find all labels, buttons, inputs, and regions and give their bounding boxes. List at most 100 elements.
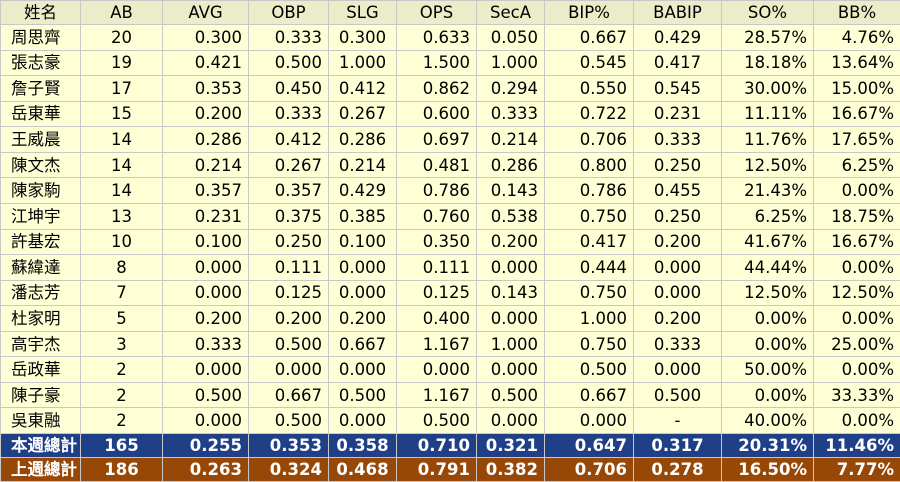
cell-slg: 0.429	[328, 177, 397, 204]
cell-name: 王威晨	[0, 126, 81, 153]
cell-ab: 15	[80, 100, 163, 128]
cell-name: 詹子賢	[0, 75, 81, 102]
cell-ab: 5	[80, 305, 163, 332]
cell-slg: 0.267	[328, 100, 397, 128]
cell-avg: 0.300	[162, 24, 249, 51]
cell-avg: 0.353	[162, 75, 249, 102]
cell-babip: 0.278	[633, 457, 722, 482]
cell-ops: 0.125	[396, 279, 477, 307]
cell-avg: 0.255	[162, 433, 249, 458]
cell-name: 岳東華	[0, 100, 81, 128]
cell-seca: 0.000	[476, 254, 545, 281]
col-header-babip: BABIP	[633, 0, 722, 25]
cell-seca: 1.000	[476, 49, 545, 77]
cell-ab: 14	[80, 151, 163, 179]
cell-bb-pct: 33.33%	[813, 381, 900, 409]
cell-bb-pct: 4.76%	[813, 24, 900, 51]
cell-babip: 0.455	[633, 177, 722, 204]
cell-name: 張志豪	[0, 49, 81, 77]
cell-ab: 10	[80, 228, 163, 256]
cell-ops: 0.760	[396, 202, 477, 230]
cell-avg: 0.357	[162, 177, 249, 204]
col-header-so-pct: SO%	[721, 0, 814, 25]
cell-babip: 0.417	[633, 49, 722, 77]
cell-obp: 0.375	[248, 202, 329, 230]
table-row: 杜家明 5 0.200 0.200 0.200 0.400 0.000 1.000 0.200 0…	[0, 305, 900, 332]
cell-babip: 0.333	[633, 126, 722, 153]
cell-avg: 0.231	[162, 202, 249, 230]
cell-bb-pct: 18.75%	[813, 202, 900, 230]
cell-bb-pct: 16.67%	[813, 228, 900, 256]
table-row: 高宇杰 3 0.333 0.500 0.667 1.167 1.000 0.750 0.333 0…	[0, 330, 900, 358]
cell-bip-pct: 0.667	[544, 381, 634, 409]
cell-seca: 0.500	[476, 381, 545, 409]
table-row: 岳東華 15 0.200 0.333 0.267 0.600 0.333 0.722 0.231…	[0, 100, 900, 128]
cell-bip-pct: 0.545	[544, 49, 634, 77]
cell-ops: 0.500	[396, 407, 477, 434]
cell-bb-pct: 0.00%	[813, 407, 900, 434]
cell-babip: 0.231	[633, 100, 722, 128]
cell-name: 上週總計	[0, 457, 81, 482]
cell-name: 周思齊	[0, 24, 81, 51]
cell-seca: 0.294	[476, 75, 545, 102]
cell-bip-pct: 0.800	[544, 151, 634, 179]
cell-seca: 1.000	[476, 330, 545, 358]
cell-babip: 0.000	[633, 254, 722, 281]
cell-avg: 0.263	[162, 457, 249, 482]
cell-bb-pct: 25.00%	[813, 330, 900, 358]
cell-avg: 0.214	[162, 151, 249, 179]
cell-avg: 0.100	[162, 228, 249, 256]
col-header-slg: SLG	[328, 0, 397, 25]
cell-avg: 0.421	[162, 49, 249, 77]
table-row: 許基宏 10 0.100 0.250 0.100 0.350 0.200 0.417 0.200…	[0, 228, 900, 256]
cell-name: 吳東融	[0, 407, 81, 434]
cell-ops: 0.786	[396, 177, 477, 204]
cell-seca: 0.538	[476, 202, 545, 230]
cell-seca: 0.143	[476, 177, 545, 204]
cell-bb-pct: 16.67%	[813, 100, 900, 128]
cell-avg: 0.000	[162, 407, 249, 434]
cell-seca: 0.214	[476, 126, 545, 153]
cell-bb-pct: 7.77%	[813, 457, 900, 482]
cell-ab: 8	[80, 254, 163, 281]
table-row: 潘志芳 7 0.000 0.125 0.000 0.125 0.143 0.750 0.000 1…	[0, 279, 900, 307]
cell-avg: 0.000	[162, 356, 249, 383]
cell-ops: 0.350	[396, 228, 477, 256]
cell-slg: 0.000	[328, 356, 397, 383]
cell-obp: 0.333	[248, 100, 329, 128]
cell-bip-pct: 0.750	[544, 202, 634, 230]
cell-bip-pct: 0.706	[544, 126, 634, 153]
cell-bb-pct: 11.46%	[813, 433, 900, 458]
cell-ops: 0.791	[396, 457, 477, 482]
col-header-name: 姓名	[0, 0, 81, 25]
cell-babip: 0.200	[633, 228, 722, 256]
cell-slg: 0.000	[328, 254, 397, 281]
cell-so-pct: 30.00%	[721, 75, 814, 102]
cell-slg: 0.385	[328, 202, 397, 230]
table-row: 周思齊 20 0.300 0.333 0.300 0.633 0.050 0.667 0.429…	[0, 24, 900, 51]
cell-ops: 1.167	[396, 330, 477, 358]
table-row: 吳東融 2 0.000 0.500 0.000 0.500 0.000 0.000-40.00…	[0, 407, 900, 434]
cell-ab: 2	[80, 381, 163, 409]
cell-slg: 0.468	[328, 457, 397, 482]
cell-babip: 0.200	[633, 305, 722, 332]
cell-so-pct: 18.18%	[721, 49, 814, 77]
cell-slg: 0.358	[328, 433, 397, 458]
cell-bb-pct: 0.00%	[813, 254, 900, 281]
cell-seca: 0.000	[476, 356, 545, 383]
cell-so-pct: 28.57%	[721, 24, 814, 51]
cell-obp: 0.333	[248, 24, 329, 51]
cell-name: 蘇緯達	[0, 254, 81, 281]
col-header-seca: SecA	[476, 0, 545, 25]
cell-babip: 0.429	[633, 24, 722, 51]
cell-slg: 0.667	[328, 330, 397, 358]
cell-bip-pct: 0.000	[544, 407, 634, 434]
cell-ab: 17	[80, 75, 163, 102]
col-header-bb-pct: BB%	[813, 0, 900, 25]
player-rows: 周思齊 20 0.300 0.333 0.300 0.633 0.050 0.667 0.429…	[0, 24, 900, 434]
cell-obp: 0.111	[248, 254, 329, 281]
cell-so-pct: 0.00%	[721, 330, 814, 358]
cell-ops: 0.000	[396, 356, 477, 383]
cell-slg: 0.500	[328, 381, 397, 409]
cell-name: 岳政華	[0, 356, 81, 383]
